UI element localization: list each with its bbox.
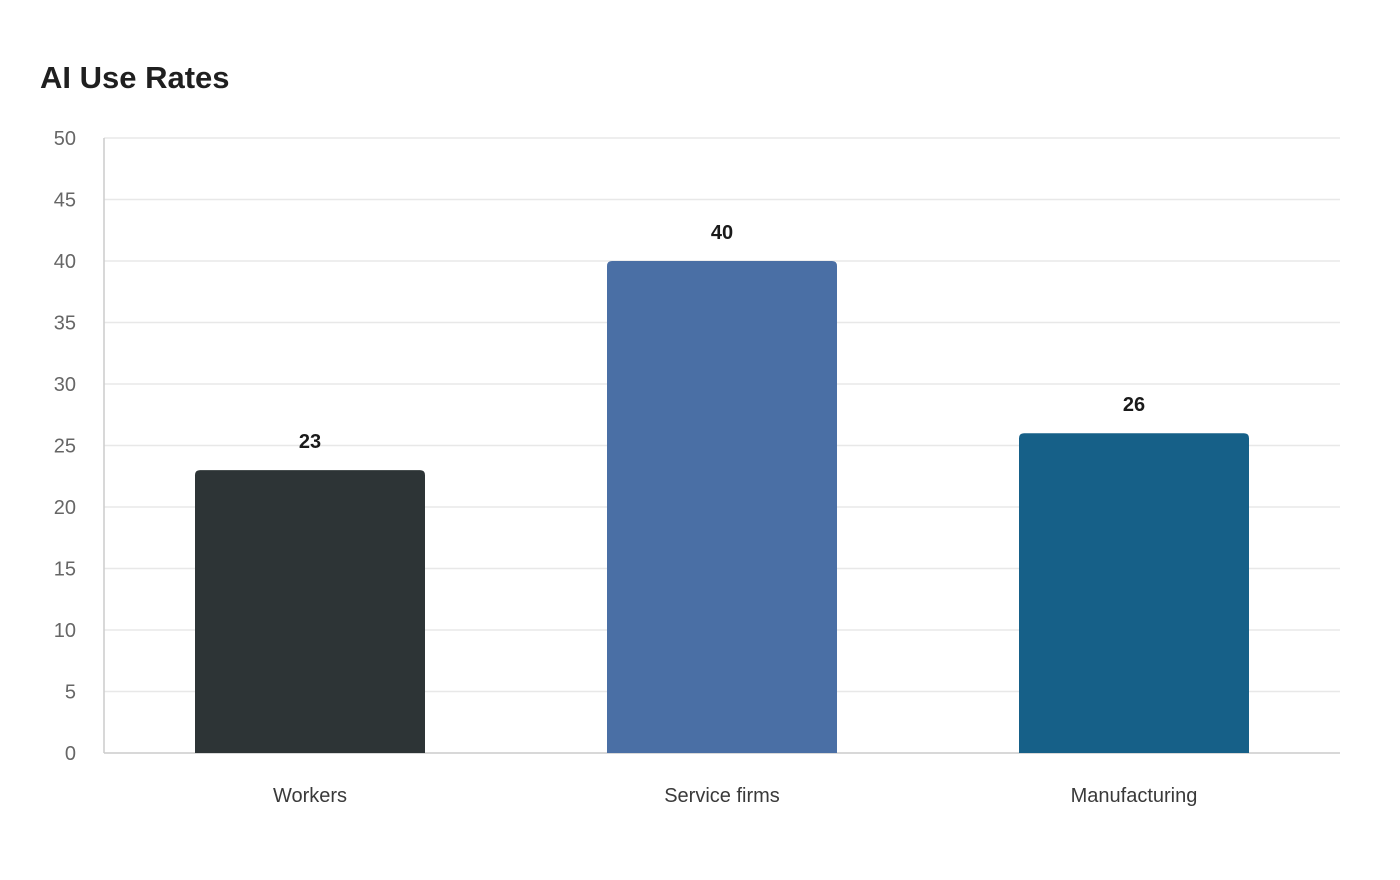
value-label: 23 (299, 431, 321, 453)
y-tick-label: 25 (54, 436, 76, 458)
y-tick-label: 40 (54, 251, 76, 273)
chart-title: AI Use Rates (40, 60, 230, 95)
y-tick-label: 30 (54, 374, 76, 396)
value-label: 40 (711, 222, 733, 244)
bar-service-firms (607, 261, 837, 753)
y-tick-label: 45 (54, 190, 76, 212)
y-tick-label: 15 (54, 559, 76, 581)
bar-workers (195, 470, 425, 753)
y-tick-label: 35 (54, 313, 76, 335)
y-tick-label: 50 (54, 128, 76, 150)
y-tick-label: 0 (65, 743, 76, 765)
category-labels: Workers Service firms Manufacturing (273, 785, 1197, 807)
category-label: Workers (273, 785, 347, 807)
y-tick-labels: 0 5 10 15 20 25 30 35 40 45 50 (54, 128, 76, 765)
category-label: Manufacturing (1071, 785, 1198, 807)
y-tick-label: 10 (54, 620, 76, 642)
value-label: 26 (1123, 394, 1145, 416)
category-label: Service firms (664, 785, 780, 807)
bars (195, 261, 1249, 753)
y-tick-label: 20 (54, 497, 76, 519)
bar-manufacturing (1019, 433, 1249, 753)
value-labels: 23 40 26 (299, 222, 1145, 453)
y-tick-label: 5 (65, 682, 76, 704)
